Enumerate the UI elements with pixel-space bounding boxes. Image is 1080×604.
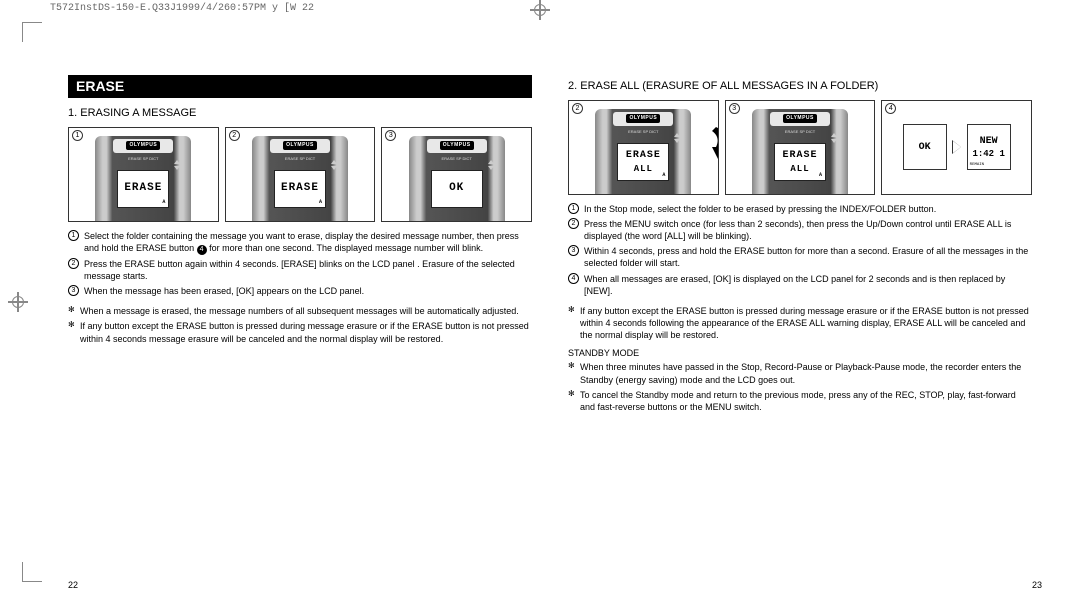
step-badge: 3 <box>729 103 740 114</box>
step-badge: 4 <box>885 103 896 114</box>
rotate-arrow-icon <box>704 125 719 161</box>
arrow-right-icon <box>953 141 961 153</box>
lcd-screen-2: ERASEA <box>274 170 326 208</box>
note-text: To cancel the Standby mode and return to… <box>568 389 1032 413</box>
step-badge: 2 <box>572 103 583 114</box>
subtitle-erasing-message: 1. ERASING A MESSAGE <box>68 106 532 121</box>
registration-mark-top <box>530 0 550 20</box>
registration-mark-left <box>8 292 28 312</box>
crop-mark-bl <box>22 562 42 582</box>
note-text: When three minutes have passed in the St… <box>568 361 1032 385</box>
notes-right-2: When three minutes have passed in the St… <box>568 361 1032 413</box>
device-step-3r: 3 OLYMPUS ERASE SP DICT ERASE ALL A <box>725 100 876 195</box>
page-left: ERASE 1. ERASING A MESSAGE 1 OLYMPUS ERA… <box>60 75 550 579</box>
lcd-result-box: 4 OK NEW 1:42 1 REMAIN <box>881 100 1032 195</box>
header-code: T572InstDS-150-E.Q33J1999/4/260:57PM y [… <box>50 3 314 14</box>
device-step-1: 1 OLYMPUS ERASE SP DICT ERASEA <box>68 127 219 222</box>
standby-heading: STANDBY MODE <box>568 347 1032 359</box>
device-labels: ERASE SP DICT <box>772 129 828 134</box>
brand-label: OLYMPUS <box>626 114 660 123</box>
device-row-right: 2 OLYMPUS ERASE SP DICT ERASE ALL A <box>568 100 1032 195</box>
erase-button-ref-icon: 4 <box>197 245 207 255</box>
note-text: When a message is erased, the message nu… <box>68 305 532 317</box>
step-badge: 2 <box>229 130 240 141</box>
step-text: In the Stop mode, select the folder to b… <box>584 204 936 214</box>
device-labels: ERASE SP DICT <box>115 156 171 161</box>
lcd-screen-erase-all-2: ERASE ALL A <box>774 143 826 181</box>
steps-list-left: 1Select the folder containing the messag… <box>68 230 532 298</box>
lcd-screen-1: ERASEA <box>117 170 169 208</box>
brand-label: OLYMPUS <box>126 141 160 150</box>
page-right: 2. ERASE ALL (ERASURE OF ALL MESSAGES IN… <box>550 75 1050 579</box>
notes-left: When a message is erased, the message nu… <box>68 305 532 344</box>
step-text: Press the ERASE button again within 4 se… <box>84 259 515 281</box>
page-number-right: 23 <box>1032 579 1042 591</box>
step-text: Press the MENU switch once (for less tha… <box>584 219 1011 241</box>
page-number-left: 22 <box>68 579 78 591</box>
step-badge: 1 <box>72 130 83 141</box>
device-labels: ERASE SP DICT <box>615 129 671 134</box>
notes-right-1: If any button except the ERASE button is… <box>568 305 1032 341</box>
brand-label: OLYMPUS <box>783 114 817 123</box>
brand-label: OLYMPUS <box>440 141 474 150</box>
step-text: for more than one second. The displayed … <box>207 243 483 253</box>
step-text: Within 4 seconds, press and hold the ERA… <box>584 246 1028 268</box>
lcd-screen-erase-all-1: ERASE ALL A <box>617 143 669 181</box>
device-step-2: 2 OLYMPUS ERASE SP DICT ERASEA <box>225 127 376 222</box>
step-badge: 3 <box>385 130 396 141</box>
step-text: When the message has been erased, [OK] a… <box>84 286 364 296</box>
device-row-left: 1 OLYMPUS ERASE SP DICT ERASEA 2 OLYMPUS… <box>68 127 532 222</box>
device-labels: ERASE SP DICT <box>272 156 328 161</box>
brand-label: OLYMPUS <box>283 141 317 150</box>
lcd-screen-3: OK <box>431 170 483 208</box>
section-title-erase: ERASE <box>68 75 532 98</box>
device-labels: ERASE SP DICT <box>429 156 485 161</box>
device-step-3: 3 OLYMPUS ERASE SP DICT OK <box>381 127 532 222</box>
lcd-ok: OK <box>903 124 947 170</box>
lcd-new: NEW 1:42 1 REMAIN <box>967 124 1011 170</box>
note-text: If any button except the ERASE button is… <box>68 320 532 344</box>
note-text: If any button except the ERASE button is… <box>568 305 1032 341</box>
subtitle-erase-all: 2. ERASE ALL (ERASURE OF ALL MESSAGES IN… <box>568 79 1032 94</box>
page-spread: ERASE 1. ERASING A MESSAGE 1 OLYMPUS ERA… <box>60 75 1050 579</box>
crop-mark-tl <box>22 22 42 42</box>
device-step-2r: 2 OLYMPUS ERASE SP DICT ERASE ALL A <box>568 100 719 195</box>
steps-list-right: 1In the Stop mode, select the folder to … <box>568 203 1032 297</box>
step-text: When all messages are erased, [OK] is di… <box>584 274 1005 296</box>
